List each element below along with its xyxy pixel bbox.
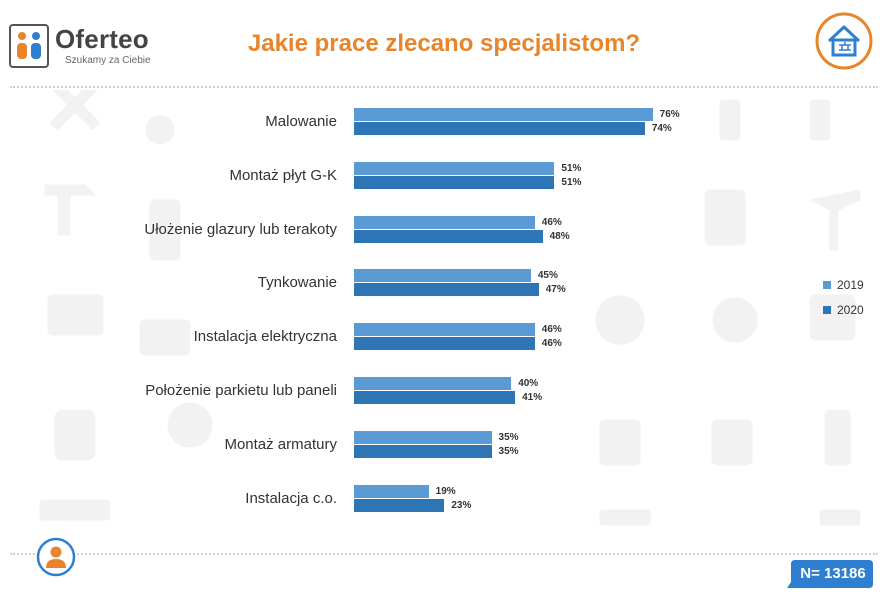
value-label-2019: 19% [435,485,456,497]
value-label-2019: 40% [518,378,539,389]
value-label-2019: 46% [541,324,562,336]
bar-2019 [354,323,535,337]
category-label: Montaż płyt G-K [229,166,337,184]
value-label-2020: 51% [561,176,582,188]
bar-2020 [354,444,492,458]
chart-title: Jakie prace zlecano specjalistom? [247,30,641,57]
legend-swatch-2020 [823,306,831,314]
value-label-2020: 23% [451,499,472,511]
value-label-2019: 46% [541,216,562,228]
brand-tagline: Szukamy za Ciebie [65,55,151,66]
bar-2019 [354,269,531,283]
value-label-2019: 76% [659,109,680,120]
legend-swatch-2019 [823,281,831,289]
bar-2019 [354,161,555,175]
sample-size-badge [787,560,873,588]
value-label-2019: 35% [498,431,519,443]
bar-2019 [354,108,653,121]
brand-name: Oferteo [55,24,149,54]
bottom-separator [10,553,878,555]
value-label-2020: 41% [522,392,543,403]
category-label: Położenie parkietu lub paneli [145,382,337,399]
bar-2019 [354,215,535,229]
bar-2020 [354,391,516,404]
value-label-2020: 74% [651,123,672,134]
tools-background-icons [39,90,861,526]
category-label: Montaż armatury [224,435,337,453]
value-label-2020: 46% [541,338,562,350]
bar-2020 [354,283,539,297]
legend-label-2020: 2020 [837,303,864,317]
bar-2020 [354,337,535,351]
worker-avatar-icon [36,537,76,577]
logo-icon [9,24,49,68]
category-label: Instalacja c.o. [245,489,337,507]
category-label: Ułożenie glazury lub terakoty [144,220,337,238]
bar-2019 [354,430,492,444]
category-label: Instalacja elektryczna [193,328,337,346]
legend-label-2019: 2019 [837,278,864,292]
value-label-2020: 48% [549,230,570,242]
bar-2020 [354,175,555,189]
value-label-2020: 35% [498,445,519,457]
top-separator [10,86,878,88]
category-label: Malowanie [265,113,337,130]
bar-2020 [354,122,645,135]
value-label-2019: 51% [561,162,582,174]
brand-logo[interactable]: Oferteo Szukamy za Ciebie [9,24,169,70]
bar-2019 [354,484,429,498]
bar-2019 [354,377,512,390]
house-icon [815,12,873,70]
bar-2020 [354,229,543,243]
category-label: Tynkowanie [257,274,337,292]
value-label-2019: 45% [537,270,558,282]
value-label-2020: 47% [545,284,566,296]
bar-2020 [354,498,445,512]
sample-size-text: N= 13186 [800,565,866,582]
